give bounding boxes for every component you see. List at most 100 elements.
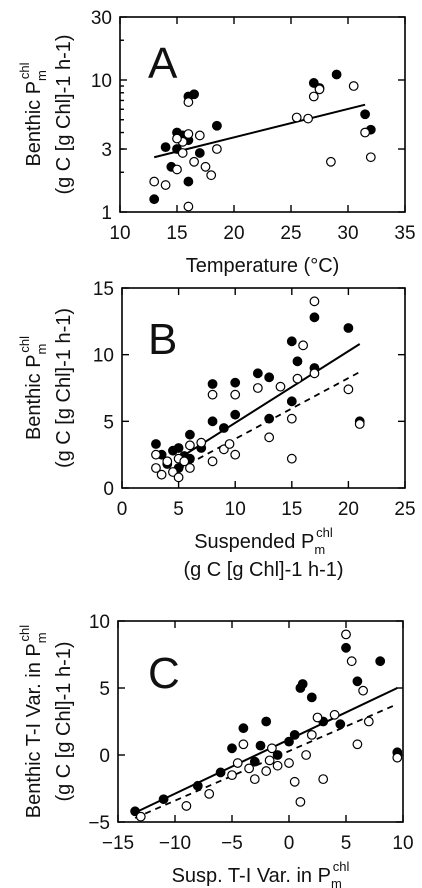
x-tick-label: 25: [280, 223, 301, 244]
data-point-open: [275, 381, 286, 392]
data-point-open: [252, 383, 263, 393]
x-tick-label: −15: [102, 833, 134, 854]
data-point-open: [295, 797, 306, 807]
data-point-open: [244, 763, 255, 774]
data-point-open: [292, 373, 303, 384]
x-tick-label: 20: [223, 223, 244, 244]
data-point-open: [230, 449, 241, 460]
data-point-open: [183, 129, 194, 139]
data-point-open: [196, 437, 207, 448]
data-point-filled: [284, 736, 294, 747]
x-axis-label: Temperature (°C): [186, 255, 340, 277]
data-point-open: [261, 766, 272, 776]
panel-c: −15 −10 −5 0 5 10 −5 0 5 10 C Benthic T-I Var. in P…: [17, 612, 414, 888]
data-point-open: [151, 463, 161, 473]
y-tick-label: −5: [88, 813, 110, 834]
x-tick-label: 10: [225, 499, 246, 520]
y-tick-label: 15: [93, 279, 114, 300]
data-point-filled: [149, 194, 160, 205]
x-tick-label: 25: [394, 499, 415, 520]
data-point-open: [183, 201, 194, 212]
panel-letter: B: [148, 315, 177, 364]
x-tick-label: −10: [159, 833, 191, 854]
data-point-filled: [261, 716, 272, 727]
y-axis-label: Benthic Pmchl: [17, 62, 49, 166]
data-point-open: [267, 743, 277, 754]
data-point-filled: [292, 356, 303, 367]
y-axis-label: Benthic Pmchl: [17, 336, 49, 440]
data-point-open: [149, 176, 160, 187]
data-point-open: [189, 156, 200, 167]
data-point-open: [194, 130, 205, 141]
data-point-open: [206, 170, 217, 181]
x-tick-label: −5: [221, 833, 243, 854]
plot-frame: [119, 16, 406, 213]
data-point-open: [286, 453, 297, 464]
data-point-filled: [218, 423, 229, 433]
data-point-open: [306, 730, 317, 740]
data-point-open: [326, 156, 336, 167]
x-tick-label: 5: [173, 499, 184, 520]
data-point-filled: [151, 439, 161, 449]
data-point-open: [183, 97, 194, 107]
data-point-open: [365, 152, 376, 163]
data-point-open: [314, 84, 325, 95]
data-point-filled: [238, 723, 249, 734]
data-point-open: [156, 469, 167, 480]
data-point-open: [204, 788, 215, 799]
data-point-filled: [227, 743, 237, 754]
y-axis-label: Benthic T-I Var. in Pmchl: [17, 625, 49, 818]
data-point-filled: [289, 730, 300, 740]
data-point-open: [392, 752, 403, 763]
data-point-open: [286, 413, 297, 424]
data-point-filled: [207, 416, 218, 427]
y-tick-label: 0: [103, 479, 114, 500]
panel-letter: A: [148, 39, 178, 88]
data-point-filled: [331, 69, 342, 80]
y-axis-unit-label: (g C [g Chl]-1 h-1): [53, 308, 75, 468]
data-point-filled: [252, 368, 263, 379]
data-point-filled: [341, 642, 351, 653]
data-point-open: [172, 164, 182, 175]
data-point-open: [358, 685, 369, 696]
data-point-open: [238, 739, 249, 750]
data-point-filled: [255, 740, 266, 751]
data-point-filled: [185, 429, 195, 440]
data-point-filled: [360, 109, 371, 120]
x-axis-unit-label: (g C [g Chl]-1 h-1): [183, 559, 343, 581]
panel-a: 10 15 20 25 30 35 1 3 10 30 A Benthic Pmchl (g C [g …: [17, 8, 416, 277]
y-tick-label: 3: [101, 140, 112, 161]
data-point-filled: [272, 750, 283, 760]
plot-frame: [121, 287, 406, 489]
data-point-open: [289, 776, 300, 787]
fit-line-solid: [134, 687, 398, 814]
y-tick-label: 10: [91, 71, 112, 92]
x-tick-label: 0: [117, 499, 128, 520]
y-tick-label: 0: [99, 746, 110, 767]
data-point-open: [230, 389, 241, 400]
data-point-filled: [264, 413, 275, 424]
y-tick-label: 5: [99, 679, 110, 700]
data-point-open: [343, 384, 354, 395]
data-point-filled: [249, 756, 260, 767]
x-axis-label: Susp. T-I Var. in Pmchl: [172, 859, 350, 888]
data-point-open: [160, 180, 171, 190]
data-point-open: [318, 774, 329, 785]
data-point-open: [284, 758, 294, 768]
x-tick-label: 5: [341, 833, 352, 854]
data-point-filled: [160, 142, 171, 153]
data-point-filled: [230, 409, 241, 420]
data-point-filled: [192, 780, 203, 791]
data-point-filled: [264, 372, 275, 383]
data-point-open: [272, 760, 283, 771]
data-point-open: [162, 456, 173, 467]
data-point-open: [264, 755, 275, 766]
data-point-filled: [297, 679, 308, 689]
data-point-open: [224, 439, 235, 449]
data-point-open: [264, 432, 275, 443]
data-point-open: [346, 656, 357, 667]
data-point-open: [211, 144, 222, 154]
data-point-filled: [286, 336, 297, 347]
data-point-open: [348, 81, 359, 91]
